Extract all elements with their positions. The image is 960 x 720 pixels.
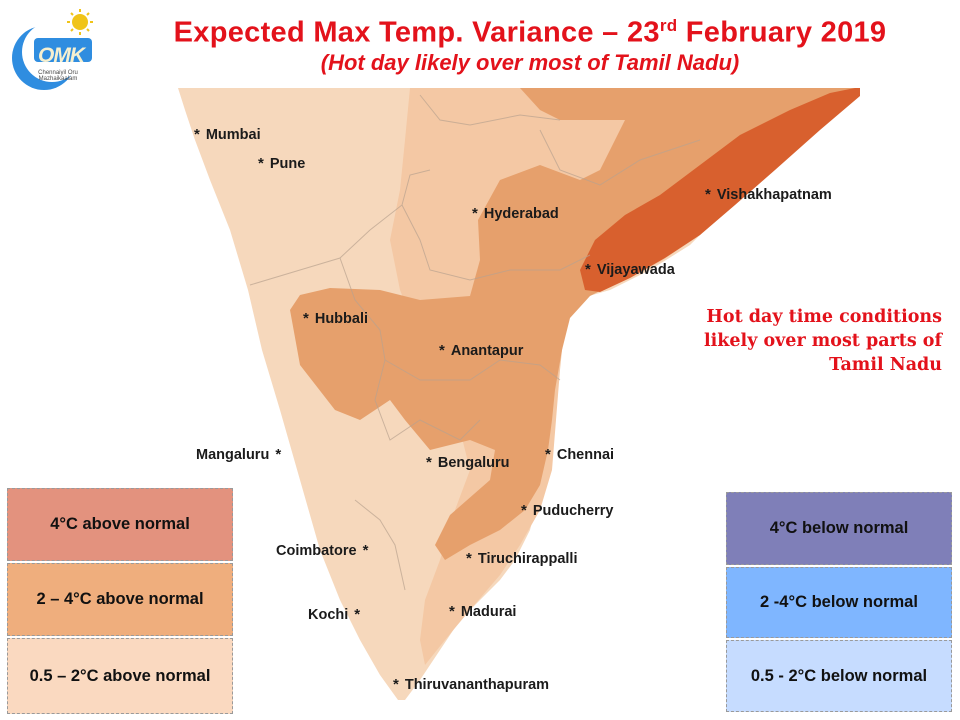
city-star-icon: * (472, 205, 478, 222)
city-star-icon: * (545, 446, 551, 463)
legend-label: 0.5 – 2°C above normal (29, 666, 211, 685)
city-label: Mangaluru (196, 447, 270, 463)
city-kochi: Kochi * (308, 606, 366, 623)
city-bengaluru: * Bengaluru (420, 454, 510, 471)
logo-tagline: Chennaiyil Oru Mazhaikaalam (38, 70, 78, 82)
city-pune: * Pune (252, 155, 305, 172)
state-borders (249, 94, 701, 591)
city-label: Pune (269, 156, 306, 172)
city-coimbatore: Coimbatore * (276, 542, 374, 559)
city-star-icon: * (449, 603, 455, 620)
city-label: Puducherry (532, 503, 614, 519)
city-label: Thiruvananthapuram (404, 677, 550, 693)
city-madurai: * Madurai (443, 603, 516, 620)
city-label: Hyderabad (483, 206, 559, 222)
city-label: Vishakhapatnam (716, 187, 832, 203)
forecast-note: Hot day time conditions likely over most… (704, 307, 942, 375)
omk-logo: OMK Chennaiyil Oru Mazhaikaalam (8, 8, 98, 94)
city-star-icon: * (362, 542, 369, 559)
city-star-icon: * (521, 502, 527, 519)
city-label: Anantapur (450, 343, 524, 359)
legend-label: 2 – 4°C above normal (36, 590, 204, 608)
legend-above-0-5-2: 0.5 – 2°C above normal (7, 638, 233, 714)
city-star-icon: * (194, 126, 200, 143)
logo-name: OMK (38, 44, 85, 67)
city-star-icon: * (439, 342, 445, 359)
legend-below-0-5-2: 0.5 - 2°C below normal (726, 640, 952, 712)
city-label: Tiruchirappalli (477, 551, 578, 567)
city-vijayawada: * Vijayawada (579, 261, 675, 278)
city-star-icon: * (303, 310, 309, 327)
city-label: Madurai (460, 604, 517, 620)
city-vishakhapatnam: * Vishakhapatnam (699, 186, 832, 203)
city-label: Hubbali (314, 311, 369, 327)
city-star-icon: * (393, 676, 399, 693)
city-puducherry: * Puducherry (515, 502, 613, 519)
city-star-icon: * (426, 454, 432, 471)
city-tiruchirappalli: * Tiruchirappalli (460, 550, 578, 567)
city-star-icon: * (275, 446, 282, 463)
city-chennai: * Chennai (539, 446, 614, 463)
city-thiruvananthapuram: * Thiruvananthapuram (387, 676, 549, 693)
city-star-icon: * (466, 550, 472, 567)
legend-label: 0.5 - 2°C below normal (750, 666, 928, 685)
city-mangaluru: Mangaluru * (196, 446, 287, 463)
legend-label: 2 -4°C below normal (760, 593, 918, 611)
title-suffix: February 2019 (677, 16, 887, 49)
city-label: Vijayawada (596, 262, 675, 278)
city-label: Bengaluru (437, 455, 510, 471)
title-prefix: Expected Max Temp. Variance – 23 (173, 16, 660, 49)
legend-below-4: 4°C below normal (726, 492, 952, 565)
city-star-icon: * (258, 155, 264, 172)
city-label: Chennai (556, 447, 615, 463)
legend-above-4: 4°C above normal (7, 488, 233, 561)
city-star-icon: * (585, 261, 591, 278)
city-mumbai: * Mumbai (188, 126, 261, 143)
city-label: Coimbatore (276, 543, 357, 559)
city-star-icon: * (705, 186, 711, 203)
zone-4-plus (580, 88, 860, 292)
legend-label: 4°C above normal (50, 515, 190, 533)
title-superscript: rd (659, 16, 678, 35)
city-anantapur: * Anantapur (433, 342, 523, 359)
legend-label: 4°C below normal (769, 519, 909, 537)
city-label: Kochi (308, 607, 349, 623)
city-hyderabad: * Hyderabad (466, 205, 559, 222)
logo-emblem-icon (12, 9, 93, 90)
legend-below-2-4: 2 -4°C below normal (726, 567, 952, 638)
city-star-icon: * (354, 606, 361, 623)
legend-above-2-4: 2 – 4°C above normal (7, 563, 233, 636)
city-label: Mumbai (205, 127, 261, 143)
map-title: Expected Max Temp. Variance – 23rd Febru… (100, 16, 960, 50)
map-subtitle: (Hot day likely over most of Tamil Nadu) (320, 50, 740, 75)
city-hubbali: * Hubbali (297, 310, 368, 327)
